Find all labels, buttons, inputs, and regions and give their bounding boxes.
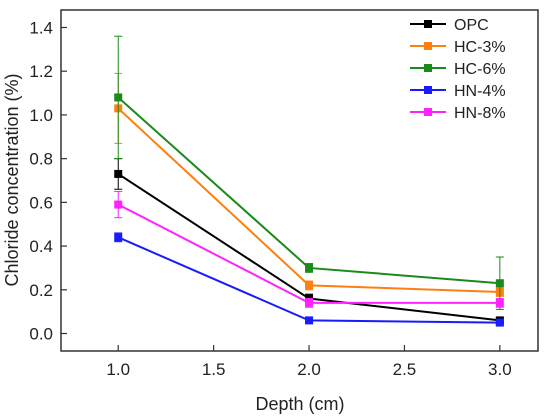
legend-marker (424, 86, 432, 94)
y-tick-label: 1.2 (29, 62, 53, 81)
legend-item: HC-6% (410, 61, 506, 78)
x-tick-label: 1.5 (202, 360, 226, 379)
legend-marker (424, 42, 432, 50)
data-point (305, 263, 314, 272)
series-hc-3- (114, 72, 504, 297)
legend-item: OPC (410, 17, 489, 34)
series-line (117, 236, 500, 324)
y-tick-label: 0.4 (29, 237, 53, 256)
x-axis-label: Depth (cm) (255, 394, 344, 414)
y-axis-label: Chloride concentration (%) (2, 73, 22, 286)
legend-label: HN-8% (454, 105, 506, 122)
legend-label: HC-3% (454, 39, 506, 56)
y-tick-label: 0.2 (29, 281, 53, 300)
y-tick-label: 1.4 (29, 18, 53, 37)
data-point (114, 233, 123, 242)
y-tick-label: 1.0 (29, 106, 53, 125)
y-tick-label: 0.6 (29, 193, 53, 212)
legend-item: HC-3% (410, 39, 506, 56)
y-axis-ticks: 0.0 0.2 0.4 0.6 0.8 1.0 1.2 1.4 (29, 18, 67, 344)
x-tick-label: 2.5 (393, 360, 417, 379)
series-hc-6- (114, 35, 504, 310)
series-hn-4- (114, 232, 504, 327)
data-point (114, 93, 123, 102)
x-tick-label: 1.0 (106, 360, 130, 379)
data-point (495, 279, 504, 288)
legend-marker (424, 108, 432, 116)
plot-area: 1.0 1.5 2.0 2.5 3.0 0.0 0.2 0.4 0.6 0.8 1.0 1.2 1.4 (29, 9, 539, 379)
legend-label: HC-6% (454, 61, 506, 78)
legend-item: HN-8% (410, 105, 506, 122)
series-group (114, 35, 504, 327)
legend-label: HN-4% (454, 83, 506, 100)
y-tick-label: 0.8 (29, 150, 53, 169)
legend-marker (424, 64, 432, 72)
legend-item: HN-4% (410, 83, 506, 100)
x-tick-label: 2.0 (297, 360, 321, 379)
data-point (495, 298, 504, 307)
data-point (114, 169, 123, 178)
x-tick-label: 3.0 (488, 360, 512, 379)
legend-label: OPC (454, 17, 489, 34)
data-point (305, 281, 314, 290)
plot-frame (60, 9, 539, 352)
data-point (305, 316, 314, 325)
y-tick-label: 0.0 (29, 325, 53, 344)
data-point (495, 318, 504, 327)
data-point (114, 200, 123, 209)
series-hn-8- (114, 190, 504, 308)
legend: OPC HC-3% HC-6% HN-4% HN-8% (410, 17, 506, 122)
x-axis-ticks: 1.0 1.5 2.0 2.5 3.0 (106, 345, 512, 379)
series-line (117, 96, 500, 285)
legend-marker (424, 20, 432, 28)
data-point (305, 298, 314, 307)
